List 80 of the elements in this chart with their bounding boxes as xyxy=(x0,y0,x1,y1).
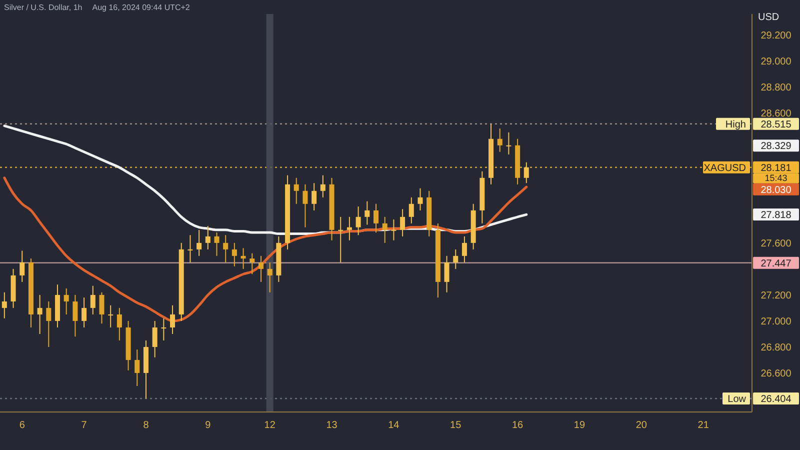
text: 27.447 xyxy=(760,258,792,270)
candlestick xyxy=(214,232,220,256)
candlestick xyxy=(524,162,529,184)
ref-line-label: XAGUSD xyxy=(704,162,746,174)
y-tick-label: 27.000 xyxy=(760,316,792,328)
candlestick xyxy=(391,219,396,241)
x-tick-label: 16 xyxy=(512,420,524,431)
candlestick xyxy=(408,196,414,224)
candlestick xyxy=(364,200,370,226)
chart-title: Silver / U.S. Dollar, 1h xyxy=(4,3,82,12)
x-tick-label: 19 xyxy=(574,420,586,431)
text: 28.329 xyxy=(760,141,792,152)
candlestick xyxy=(312,182,317,211)
text: 28.030 xyxy=(760,184,792,196)
x-tick-label: 15 xyxy=(450,420,462,431)
chart-subtitle: Aug 16, 2024 09:44 UTC+2 xyxy=(92,3,190,12)
y-tick-label: 29.200 xyxy=(760,30,792,42)
x-tick-label: 20 xyxy=(636,420,648,431)
text: 28.515 xyxy=(760,119,792,130)
y-tick-label: 27.200 xyxy=(760,290,792,302)
candlestick xyxy=(205,226,210,250)
candlestick xyxy=(382,216,388,244)
text: 15:43 xyxy=(764,172,788,183)
text: 28.181 xyxy=(760,162,792,174)
x-tick-label: 13 xyxy=(326,420,338,431)
candlestick xyxy=(20,250,25,282)
candlestick xyxy=(453,248,458,270)
x-tick-label: 6 xyxy=(19,420,26,431)
x-tick-label: 7 xyxy=(81,420,88,431)
candlestick xyxy=(267,262,272,293)
candlestick xyxy=(250,252,255,275)
candlestick xyxy=(346,216,352,241)
candlestick xyxy=(462,236,467,263)
x-tick-label: 21 xyxy=(698,420,710,431)
candlestick xyxy=(82,297,87,328)
x-tick-label: 14 xyxy=(388,420,400,431)
candlestick xyxy=(258,255,264,282)
candlestick xyxy=(37,294,42,334)
candlestick xyxy=(302,184,308,228)
text: 26.404 xyxy=(760,394,792,405)
y-tick-label: 27.600 xyxy=(760,238,792,250)
ref-line-label: Low xyxy=(728,394,747,405)
candlestick xyxy=(374,203,378,234)
candlestick xyxy=(188,234,193,263)
candlestick xyxy=(2,292,7,319)
candlestick xyxy=(223,234,228,263)
y-tick-label: 26.600 xyxy=(760,368,792,380)
y-tick-label: 28.800 xyxy=(760,82,792,94)
candlestick xyxy=(170,304,176,334)
candlestick xyxy=(108,304,114,328)
x-tick-label: 12 xyxy=(264,420,276,431)
y-tick-label: 28.600 xyxy=(760,108,792,120)
candlestick xyxy=(418,188,423,211)
candlestick xyxy=(356,206,361,236)
candlestick xyxy=(134,349,140,386)
candlestick xyxy=(240,248,246,270)
candlestick xyxy=(152,320,158,358)
text: 27.818 xyxy=(760,210,792,222)
candlestick xyxy=(497,128,502,152)
candlestick xyxy=(400,208,406,237)
candlestick xyxy=(196,229,202,256)
x-tick-label: 9 xyxy=(205,420,212,431)
candlestick xyxy=(294,177,299,204)
y-tick-label: 29.000 xyxy=(760,56,792,68)
candlestick xyxy=(116,307,122,341)
x-tick-label: 8 xyxy=(143,420,150,431)
candlestick xyxy=(506,132,512,155)
candlestick xyxy=(444,255,450,293)
candlestick xyxy=(99,292,104,324)
candlestick xyxy=(90,285,96,315)
candlestick xyxy=(232,242,237,267)
candlestick xyxy=(338,216,344,263)
y-axis-title: USD xyxy=(758,12,780,23)
candlestick xyxy=(46,300,52,348)
candlestick xyxy=(161,318,166,341)
candlestick xyxy=(72,294,78,338)
candlestick xyxy=(320,174,326,198)
y-tick-label: 26.800 xyxy=(760,342,792,354)
candlestick xyxy=(64,288,69,315)
ref-line-label: High xyxy=(725,119,746,130)
